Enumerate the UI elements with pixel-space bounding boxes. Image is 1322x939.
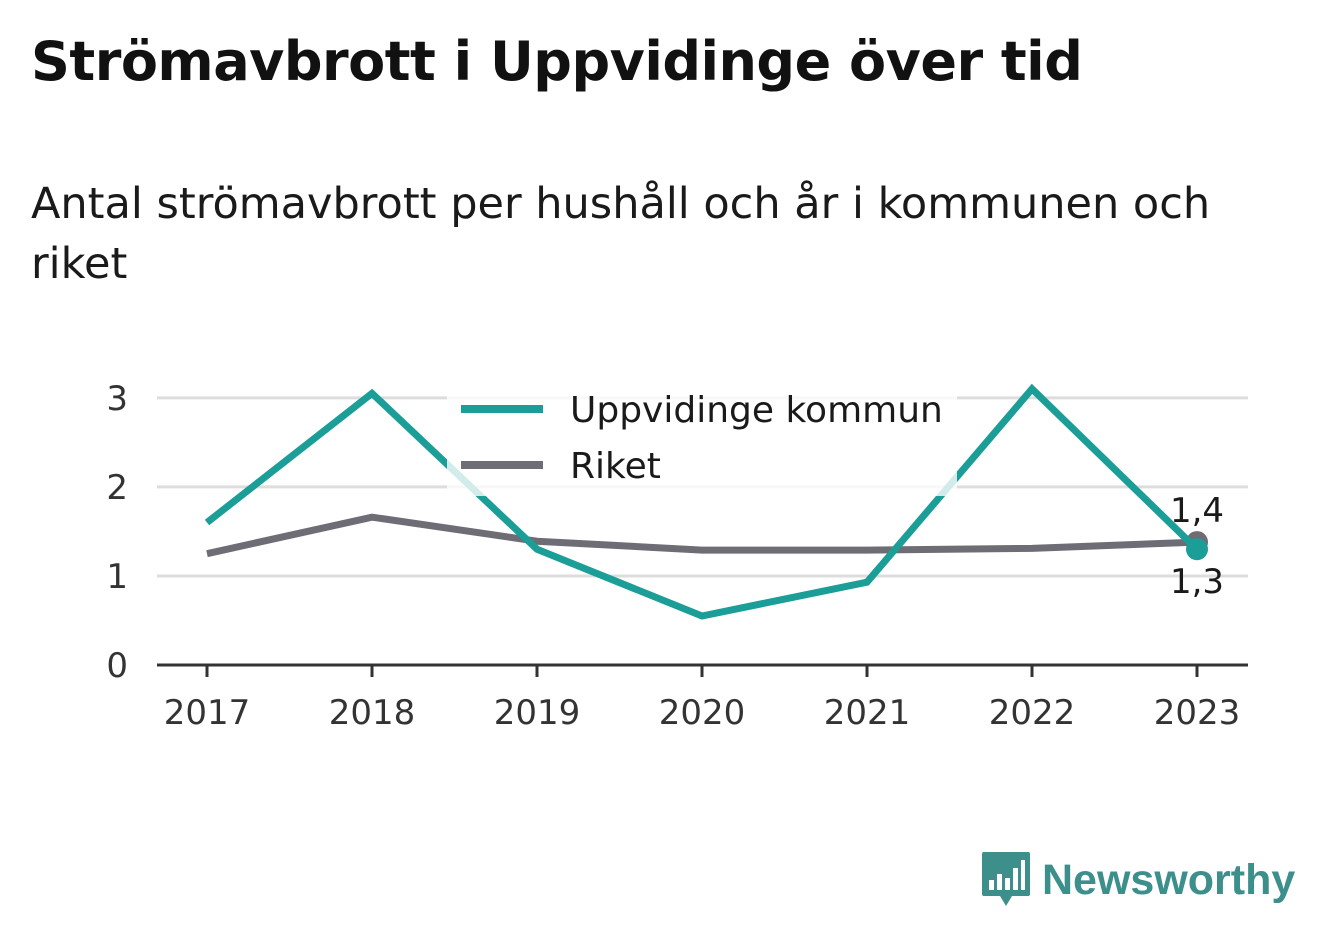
x-tick-label: 2021 <box>824 693 911 733</box>
y-tick-label: 1 <box>106 557 128 597</box>
x-tick-label: 2023 <box>1154 693 1241 733</box>
y-tick-label: 0 <box>106 646 128 686</box>
x-tick-label: 2020 <box>659 693 746 733</box>
brand-name: Newsworthy <box>1042 855 1296 904</box>
x-tick-label: 2018 <box>329 693 416 733</box>
chart-title: Strömavbrott i Uppvidinge över tid <box>31 30 1083 93</box>
y-tick-label: 3 <box>106 379 128 419</box>
series-line <box>204 383 1200 620</box>
legend: Uppvidinge kommun Riket <box>447 378 957 496</box>
legend-label: Uppvidinge kommun <box>570 390 943 431</box>
y-tick-label: 2 <box>106 468 128 508</box>
x-tick-label: 2019 <box>494 693 581 733</box>
end-value-label: 1,3 <box>1170 562 1224 602</box>
x-tick-label: 2017 <box>164 693 251 733</box>
series-line <box>206 513 1198 558</box>
newsworthy-logo: Newsworthy <box>980 850 1295 910</box>
newsworthy-logo-icon <box>982 852 1030 906</box>
legend-background <box>447 378 957 496</box>
x-tick-label: 2022 <box>989 693 1076 733</box>
end-value-label: 1,4 <box>1170 491 1224 531</box>
series-end-point <box>1186 538 1208 561</box>
chart-subtitle: Antal strömavbrott per hushåll och år i … <box>31 179 1211 289</box>
end-labels: 1,3 1,4 <box>1170 491 1224 602</box>
series-lines <box>204 383 1208 620</box>
legend-label: Riket <box>570 446 661 487</box>
x-axis: 2017 2018 2019 2020 2021 2022 2023 <box>157 663 1248 733</box>
